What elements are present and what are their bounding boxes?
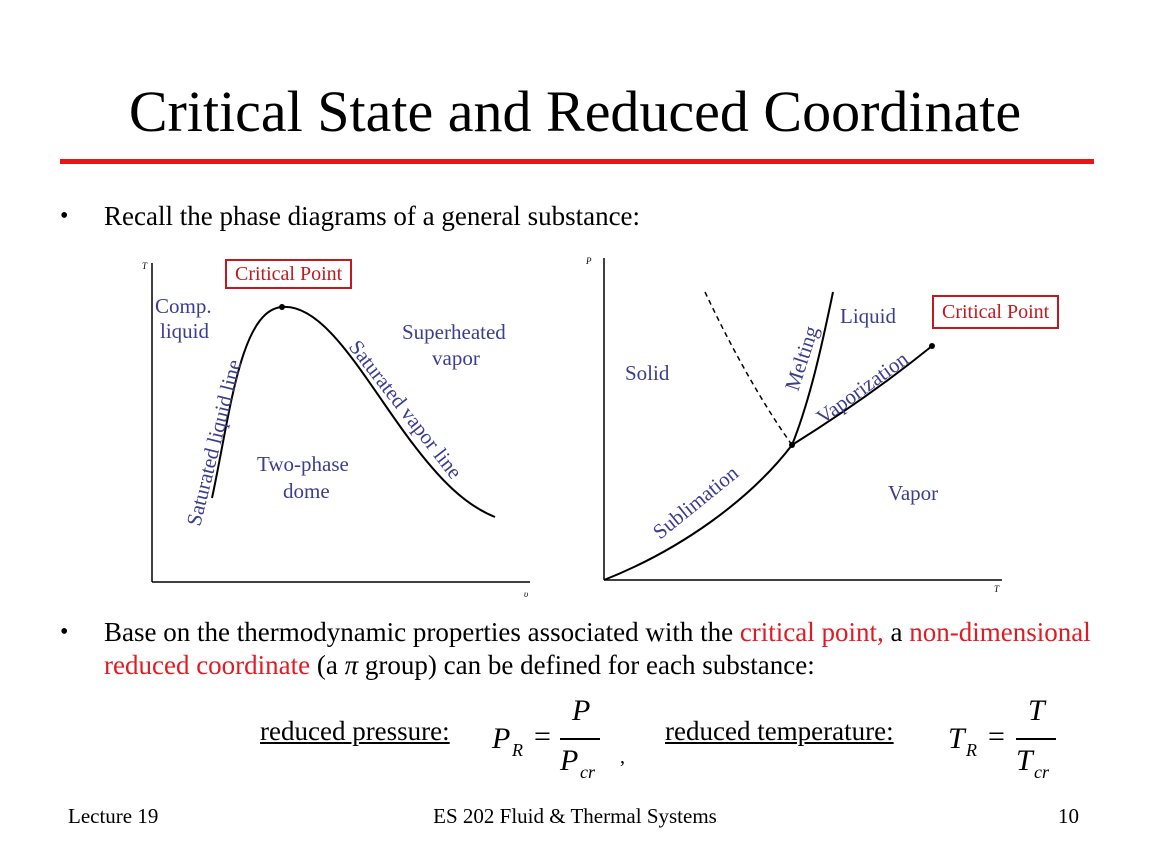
reduced-pressure-label: reduced pressure:: [260, 716, 450, 746]
reduced-temperature-equation: T R = T T cr: [948, 694, 1078, 788]
pt-critical-point-dot: [929, 343, 935, 349]
bullet2-text-1: Base on the thermodynamic properties ass…: [104, 617, 740, 647]
tr-denominator: T: [1016, 744, 1033, 777]
pr-comma: ,: [620, 746, 625, 768]
tr-denominator-sub: cr: [1034, 762, 1049, 782]
melting-label: Melting: [780, 322, 824, 393]
superheated-label-1: Superheated: [402, 320, 506, 344]
pt-y-axis-label: P: [585, 256, 592, 266]
pt-critical-point-box: Critical Point: [932, 295, 1060, 329]
comp-liquid-label-1: Comp.: [155, 294, 212, 318]
pr-numerator: P: [572, 694, 591, 727]
tv-critical-point-dot: [279, 304, 285, 310]
pi-symbol: π: [344, 650, 359, 680]
bullet2-text-2: a: [883, 617, 910, 647]
title-underline: [60, 159, 1094, 164]
anomalous-melting-curve: [704, 291, 793, 446]
reduced-temperature-label: reduced temperature:: [665, 716, 894, 746]
tr-equals: =: [988, 720, 1005, 753]
vaporization-label: Vaporization: [812, 346, 913, 429]
superheated-label-2: vapor: [432, 346, 480, 370]
bullet-reduced-coordinate: Base on the thermodynamic properties ass…: [104, 616, 1104, 682]
triple-point-dot: [789, 442, 795, 448]
tv-x-axis-label: υ: [524, 589, 528, 599]
vapor-label: Vapor: [888, 481, 938, 505]
comp-liquid-label-2: liquid: [160, 319, 210, 343]
pr-lhs-sub: R: [512, 740, 523, 760]
bullet-recall: Recall the phase diagrams of a general s…: [104, 201, 641, 231]
pr-equals: =: [534, 720, 551, 753]
footer-course: ES 202 Fluid & Thermal Systems: [433, 804, 717, 828]
reduced-pressure-equation: P R = P P cr ,: [492, 694, 632, 788]
tv-critical-point-box: Critical Point: [225, 259, 353, 289]
pr-denominator: P: [560, 744, 579, 777]
sublimation-curve: [603, 444, 793, 581]
tr-numerator: T: [1028, 694, 1045, 727]
footer-page-number: 10: [1058, 804, 1079, 828]
slide-title: Critical State and Reduced Coordinate: [128, 79, 1022, 144]
pr-lhs: P: [492, 722, 511, 755]
pr-denominator-sub: cr: [580, 762, 595, 782]
bullet-marker-2: •: [60, 619, 69, 645]
bullet2-text-3: (a: [310, 650, 345, 680]
saturated-liquid-line-label: Saturated liquid line: [182, 357, 246, 528]
tr-fraction-bar: [1016, 738, 1056, 740]
bullet2-text-4: group) can be defined for each substance…: [358, 650, 815, 680]
tv-phase-diagram: T υ Comp. liquid Superheated vapor Two-p…: [142, 261, 530, 599]
tv-y-axis-label: T: [142, 261, 148, 271]
two-phase-label-1: Two-phase: [257, 452, 349, 476]
critical-point-highlight: critical point,: [739, 617, 884, 647]
footer-lecture: Lecture 19: [68, 804, 159, 828]
tr-lhs: T: [948, 722, 965, 755]
liquid-label: Liquid: [840, 304, 896, 328]
pt-phase-diagram: P T Solid Liquid Vapor Melting Vaporizat…: [585, 256, 1002, 594]
saturation-dome: [211, 305, 496, 518]
two-phase-label-2: dome: [283, 479, 330, 503]
pt-x-axis-label: T: [994, 584, 1000, 594]
pr-fraction-bar: [560, 738, 600, 740]
solid-label: Solid: [625, 361, 670, 385]
melting-curve: [791, 291, 834, 446]
non-dimensional-highlight: non-dimensional reduced coordinate: [104, 617, 1091, 680]
vaporization-curve: [791, 345, 933, 446]
tr-lhs-sub: R: [966, 740, 977, 760]
bullet-marker-1: •: [60, 203, 69, 229]
